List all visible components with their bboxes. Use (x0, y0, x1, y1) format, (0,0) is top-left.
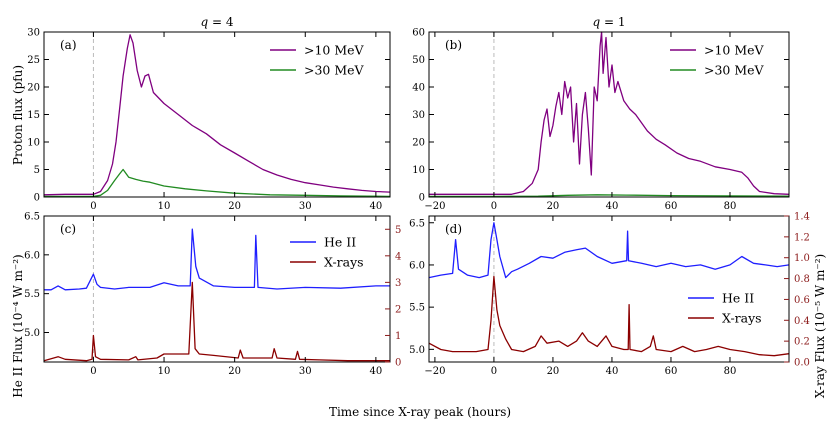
x-tick-label: 60 (665, 366, 678, 377)
y-tick-label: 6.0 (24, 250, 40, 261)
y-right-tick-label: 0.0 (794, 358, 810, 369)
x-tick-label: 10 (158, 201, 171, 212)
y-tick-label: 20 (27, 83, 40, 94)
x-tick-label: 30 (299, 366, 312, 377)
y-right-tick-label: 0.8 (794, 274, 810, 285)
y-axis-label-x-ray-flux: X-ray Flux (10⁻⁵ W m⁻²) (813, 254, 827, 398)
y-tick-label: 60 (412, 28, 425, 39)
panel-title: q = 1 (592, 15, 625, 29)
x-tick-label: 40 (606, 366, 619, 377)
y-tick-label: 6.0 (409, 260, 425, 271)
panel-label: (a) (60, 38, 77, 52)
series-line--30-mev (429, 194, 790, 198)
y-right-tick-label: 4 (395, 251, 401, 262)
legend-label: X-rays (324, 255, 364, 270)
x-axis-label: Time since X-ray peak (hours) (329, 405, 511, 419)
y-right-tick-label: 0.6 (794, 295, 810, 306)
y-right-tick-label: 0.4 (794, 316, 810, 327)
y-right-tick-label: 5 (395, 225, 401, 236)
x-tick-label: −20 (424, 201, 445, 212)
legend-label: X-rays (722, 311, 762, 326)
y-right-tick-label: 0 (395, 358, 401, 369)
y-right-tick-label: 1.0 (794, 253, 810, 264)
panel-label: (d) (445, 222, 462, 236)
x-tick-label: 20 (547, 366, 560, 377)
x-tick-label: 0 (90, 366, 96, 377)
y-tick-label: 10 (412, 165, 425, 176)
x-tick-label: 60 (665, 201, 678, 212)
legend-label: He II (324, 235, 356, 250)
x-tick-label: 40 (370, 366, 383, 377)
x-tick-label: 20 (228, 201, 241, 212)
x-tick-label: 10 (158, 366, 171, 377)
y-right-tick-label: 1.2 (794, 232, 810, 243)
x-tick-label: 0 (491, 201, 497, 212)
series-line-he-ii (428, 222, 790, 279)
x-tick-label: 40 (606, 201, 619, 212)
y-right-tick-label: 1.4 (794, 212, 810, 223)
y-tick-label: 0 (34, 193, 40, 204)
x-tick-label: 30 (299, 201, 312, 212)
y-tick-label: 30 (27, 28, 40, 39)
series-line-he-ii (44, 228, 390, 291)
y-tick-label: 0 (419, 193, 425, 204)
x-tick-label: 0 (90, 201, 96, 212)
y-tick-label: 5 (34, 165, 40, 176)
y-axis-label-proton-flux: Proton flux (pfu) (11, 65, 25, 165)
panel-label: (b) (445, 38, 462, 52)
series-line--10-mev (43, 34, 391, 196)
plot-frame (43, 215, 391, 363)
series-line--30-mev (44, 168, 391, 198)
y-tick-label: 5.5 (409, 303, 425, 314)
series-line-x-rays (43, 281, 390, 362)
y-right-tick-label: 0.2 (794, 337, 810, 348)
chart-panel-c: 0 10 20 30 40 5.0 5.5 6.0 6.5 0 1 2 3 4 5 (c) He II X-ray… (24, 212, 401, 378)
x-tick-label: 40 (370, 201, 383, 212)
legend-label: >30 MeV (704, 63, 765, 78)
y-tick-label: 5.0 (409, 345, 425, 356)
y-axis-label-he-ii-flux: He II Flux (10⁻⁴ W m⁻²) (11, 254, 25, 397)
y-right-tick-label: 1 (395, 331, 401, 342)
legend-label: >10 MeV (304, 43, 365, 58)
y-tick-label: 30 (412, 110, 425, 121)
panel-title: q = 4 (200, 15, 233, 29)
series-line--10-mev (429, 31, 790, 195)
chart-panel-a: 0 10 20 30 40 0 5 10 15 20 25 30 (a) q = 4 >10 MeV >30 … (27, 15, 391, 212)
x-tick-label: 80 (724, 366, 737, 377)
panel-label: (c) (60, 222, 76, 236)
y-tick-label: 6.5 (409, 218, 425, 229)
y-tick-label: 25 (27, 55, 40, 66)
y-tick-label: 6.5 (24, 212, 40, 223)
x-tick-label: 80 (724, 201, 737, 212)
y-right-tick-label: 2 (395, 304, 401, 315)
plot-frame (428, 215, 790, 363)
y-tick-label: 20 (412, 138, 425, 149)
legend-label: >30 MeV (304, 63, 365, 78)
series-line-x-rays (428, 275, 790, 357)
legend-label: >10 MeV (704, 43, 765, 58)
x-tick-label: 20 (547, 201, 560, 212)
y-tick-label: 10 (27, 138, 40, 149)
y-right-tick-label: 3 (395, 278, 401, 289)
y-tick-label: 50 (412, 55, 425, 66)
x-tick-label: −20 (424, 366, 445, 377)
x-tick-label: 20 (228, 366, 241, 377)
x-tick-label: 0 (491, 366, 497, 377)
legend-label: He II (722, 291, 754, 306)
chart-panel-d: −20 0 20 40 60 80 5.0 5.5 6.0 6.5 0.0 0.2 0.4 0.6 0.8 1… (409, 212, 810, 378)
y-tick-label: 5.5 (24, 289, 40, 300)
y-tick-label: 5.0 (24, 328, 40, 339)
y-tick-label: 15 (27, 110, 40, 121)
y-tick-label: 40 (412, 83, 425, 94)
